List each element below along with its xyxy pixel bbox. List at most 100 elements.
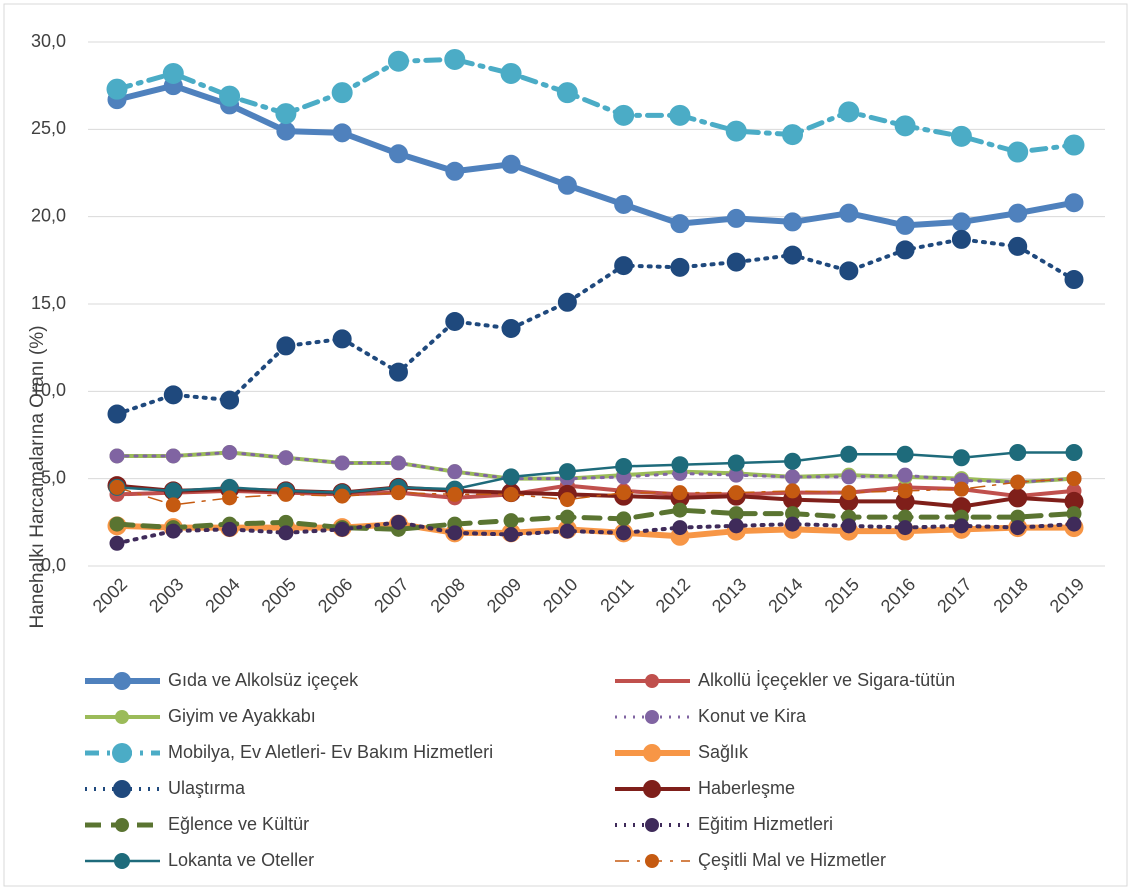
chart-frame [3, 3, 1128, 887]
marker [1064, 193, 1084, 213]
y-tick-label: 0,0 [41, 555, 66, 575]
marker [557, 292, 577, 312]
marker [501, 318, 521, 338]
marker [672, 502, 688, 518]
marker [502, 468, 520, 486]
marker [616, 485, 632, 501]
legend-marker [113, 672, 131, 690]
series-line [116, 477, 1075, 506]
marker [163, 385, 183, 405]
legend-label: Mobilya, Ev Aletleri- Ev Bakım Hizmetler… [168, 742, 493, 762]
marker [783, 212, 803, 232]
marker [447, 464, 463, 480]
marker [953, 518, 969, 534]
marker [559, 492, 575, 508]
marker [897, 520, 913, 536]
marker [1065, 443, 1083, 461]
marker [726, 208, 746, 228]
marker [278, 450, 294, 466]
marker [447, 486, 463, 502]
marker [671, 456, 689, 474]
y-tick-label: 10,0 [31, 380, 66, 400]
marker [840, 445, 858, 463]
series-line [114, 507, 1077, 532]
legend-marker [643, 780, 661, 798]
y-tick-label: 5,0 [41, 467, 66, 487]
marker [447, 525, 463, 541]
legend-marker [113, 780, 131, 798]
marker [165, 523, 181, 539]
marker [278, 486, 294, 502]
marker [109, 516, 125, 532]
marker [951, 212, 971, 232]
marker [669, 104, 691, 126]
marker [275, 103, 297, 125]
marker [106, 78, 128, 100]
marker [727, 454, 745, 472]
marker [387, 50, 409, 72]
marker [444, 48, 466, 70]
legend-label: Haberleşme [698, 778, 795, 798]
legend-marker [643, 744, 661, 762]
marker [332, 329, 352, 349]
marker [390, 514, 406, 530]
marker [1066, 516, 1082, 532]
marker [1008, 488, 1028, 508]
marker [728, 518, 744, 534]
legend-label: Gıda ve Alkolsüz içeçek [168, 670, 359, 690]
marker [219, 85, 241, 107]
marker [896, 445, 914, 463]
marker [895, 215, 915, 235]
marker [670, 257, 690, 277]
marker [784, 452, 802, 470]
marker [500, 62, 522, 84]
legend-marker [115, 818, 129, 832]
marker [559, 523, 575, 539]
legend-label: Eğlence ve Kültür [168, 814, 309, 834]
marker [388, 362, 408, 382]
marker [165, 448, 181, 464]
marker [614, 256, 634, 276]
legend-label: Sağlık [698, 742, 749, 762]
marker [841, 485, 857, 501]
marker [952, 449, 970, 467]
marker [445, 311, 465, 331]
marker [838, 101, 860, 123]
marker [220, 390, 240, 410]
legend-marker [112, 743, 132, 763]
marker [785, 469, 801, 485]
marker [613, 104, 635, 126]
marker [276, 121, 296, 141]
marker [785, 516, 801, 532]
legend-marker [645, 674, 659, 688]
marker [503, 513, 519, 529]
marker [503, 486, 519, 502]
series-line [115, 451, 1076, 494]
marker [222, 521, 238, 537]
marker [1010, 520, 1026, 536]
marker [1066, 471, 1082, 487]
marker [725, 120, 747, 142]
marker [559, 509, 575, 525]
marker [614, 194, 634, 214]
legend-label: Alkollü İçeçekler ve Sigara-tütün [698, 670, 955, 690]
marker [109, 448, 125, 464]
marker [785, 483, 801, 499]
series-line [115, 450, 1076, 484]
legend-label: Konut ve Kira [698, 706, 807, 726]
marker [953, 481, 969, 497]
y-tick-label: 20,0 [31, 205, 66, 225]
legend-label: Eğitim Hizmetleri [698, 814, 833, 834]
series-line [115, 520, 1076, 546]
marker [726, 252, 746, 272]
legend-marker [114, 853, 130, 869]
marker [334, 521, 350, 537]
marker [895, 240, 915, 260]
marker [556, 82, 578, 104]
marker [390, 485, 406, 501]
marker [1008, 203, 1028, 223]
marker [782, 124, 804, 146]
legend-label: Giyim ve Ayakkabı [168, 706, 316, 726]
legend-label: Lokanta ve Oteller [168, 850, 314, 870]
series-line [115, 450, 1076, 485]
